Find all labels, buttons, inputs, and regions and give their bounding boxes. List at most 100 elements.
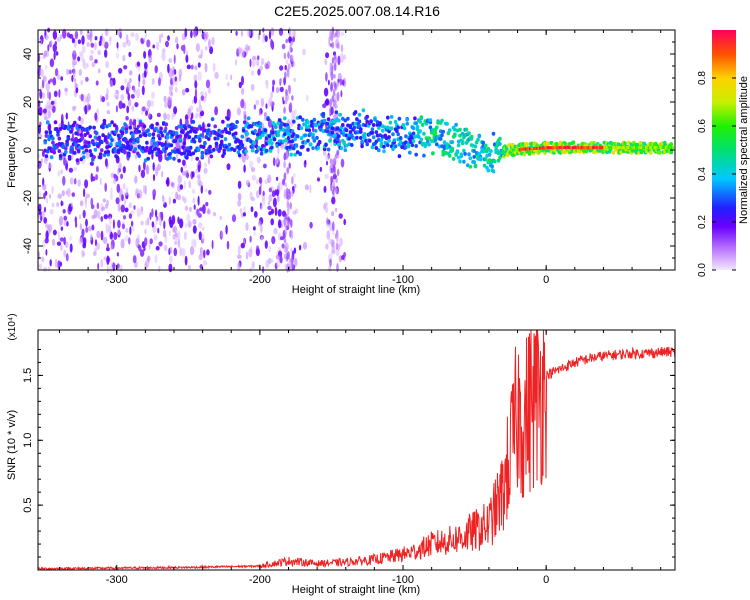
spectrogram-cell — [272, 79, 276, 86]
spectrogram-cell — [329, 30, 332, 41]
spectrogram-cell — [225, 224, 228, 235]
spectrogram-cell — [90, 172, 94, 183]
spectrogram-cell — [334, 83, 337, 90]
spectrogram-cell — [236, 107, 241, 116]
spectrogram-cell — [199, 246, 204, 257]
spectrogram-cell — [249, 191, 253, 200]
spectrogram-cell — [131, 105, 135, 112]
spectrogram-cell — [42, 184, 47, 191]
spectrogram-cell — [108, 225, 112, 235]
spectrogram-cell — [278, 219, 281, 226]
spectrogram-cell — [157, 228, 160, 234]
spectrogram-cell — [291, 54, 294, 63]
spectrogram-cell — [95, 165, 99, 173]
spectrogram-cell — [99, 177, 102, 186]
spectrogram-cell — [573, 146, 576, 150]
spectrogram-cell — [391, 132, 395, 137]
spectrogram-cell — [289, 43, 293, 53]
spectrogram-cell — [223, 127, 228, 132]
spectrogram-cell — [574, 146, 577, 150]
spectrogram-cell — [161, 51, 166, 61]
spectrogram-cell — [272, 137, 277, 142]
spectrogram-cell — [146, 128, 150, 133]
spectrogram-cell — [49, 259, 52, 267]
spectrogram-cell — [459, 154, 464, 159]
spectrogram-cell — [199, 133, 203, 138]
spectrogram-cell — [291, 110, 295, 119]
spectrogram-cell — [330, 81, 334, 92]
spectrogram-cell — [104, 158, 108, 167]
spectrogram-cell — [82, 209, 86, 219]
spectrogram-cell — [41, 92, 46, 99]
spectrogram-cell — [204, 135, 208, 139]
spectrogram-cell — [82, 155, 86, 160]
spectrogram-cell — [175, 191, 179, 200]
spectrogram-cell — [333, 133, 337, 138]
spectrogram-cell — [184, 222, 188, 229]
spectrogram-cell — [151, 152, 154, 160]
spectrogram-cell — [56, 37, 61, 43]
spectrogram-cell — [161, 171, 164, 178]
spectrogram-cell — [188, 180, 192, 189]
spectrogram-cell — [73, 178, 77, 185]
spectrogram-cell — [109, 79, 114, 88]
spectrogram-x-tick-label: -300 — [106, 274, 128, 286]
spectrogram-cell — [267, 134, 272, 139]
spectrogram-cell — [343, 118, 348, 123]
spectrogram-cell — [48, 130, 53, 135]
spectrogram-cell — [418, 119, 422, 124]
spectrogram-cell — [276, 176, 279, 181]
spectrogram-cell — [44, 130, 49, 135]
spectrogram-cell — [567, 146, 570, 150]
spectrogram-cell — [53, 51, 56, 61]
spectrogram-cell — [122, 54, 126, 62]
spectrogram-cell — [286, 200, 290, 209]
spectrogram-cell — [336, 263, 339, 273]
spectrogram-cell — [85, 193, 91, 199]
spectrogram-cell — [125, 187, 129, 197]
spectrogram-cell — [240, 99, 245, 109]
spectrogram-cell — [560, 146, 563, 150]
spectrogram-cell — [72, 106, 76, 112]
spectrogram-cell — [226, 240, 230, 250]
spectrogram-cell — [298, 244, 302, 251]
spectrogram-cell — [54, 41, 57, 46]
spectrogram-cell — [90, 42, 95, 48]
spectrogram-cell — [338, 112, 343, 117]
spectrogram-cell — [115, 141, 120, 146]
spectrogram-cell — [337, 142, 341, 147]
spectrogram-cell — [245, 251, 249, 260]
spectrogram-cell — [597, 146, 600, 150]
spectrogram-cell — [276, 130, 281, 135]
spectrogram-cell — [182, 159, 186, 166]
spectrogram-cell — [284, 182, 288, 188]
spectrogram-cell — [227, 82, 230, 87]
spectrogram-cell — [183, 126, 188, 131]
spectrogram-cell — [312, 138, 317, 143]
spectrogram-cell — [113, 137, 117, 144]
spectrogram-cell — [620, 146, 623, 150]
spectrogram-cell — [173, 247, 178, 257]
spectrogram-cell — [648, 150, 653, 155]
spectrogram-cell — [209, 154, 214, 159]
spectrogram-cell — [203, 141, 207, 146]
spectrogram-cell — [120, 173, 124, 180]
spectrogram-cell — [140, 169, 146, 179]
spectrogram-cell — [659, 146, 662, 150]
spectrogram-cell — [311, 146, 315, 151]
spectrogram-cell — [147, 132, 152, 137]
spectrogram-cell — [104, 28, 109, 37]
spectrogram-cell — [193, 74, 198, 82]
spectrogram-cell — [343, 218, 347, 226]
spectrogram-cell — [526, 147, 529, 151]
spectrogram-cell — [644, 146, 647, 150]
spectrogram-cell — [259, 65, 263, 71]
spectrogram-cell — [255, 99, 260, 106]
spectrogram-cell — [64, 87, 68, 92]
spectrogram-cell — [387, 135, 391, 140]
spectrogram-cell — [166, 177, 170, 187]
spectrogram-cell — [151, 138, 156, 143]
spectrogram-cell — [240, 143, 245, 148]
spectrogram-cell — [411, 139, 416, 144]
spectrogram-cell — [422, 153, 426, 158]
